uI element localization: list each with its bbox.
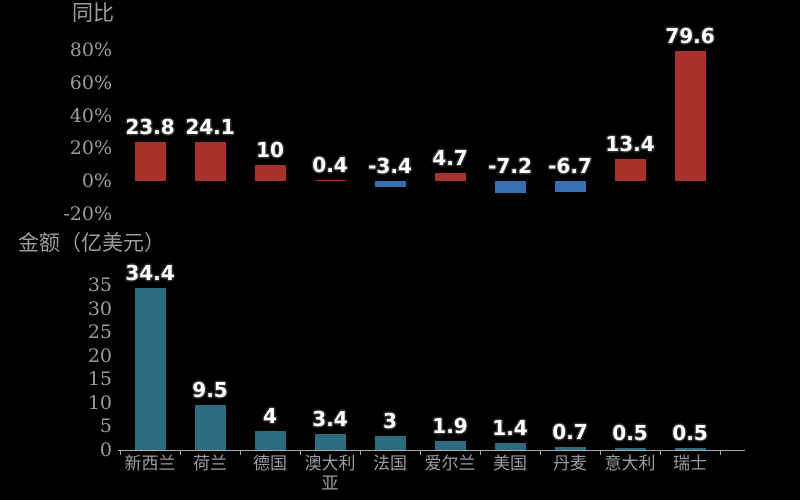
- x-axis-tick: [480, 450, 481, 455]
- value-label: 10: [256, 137, 284, 162]
- y-tick-label: -20%: [63, 202, 112, 225]
- bar: [555, 446, 586, 450]
- x-axis-line: [118, 450, 745, 451]
- category-label: 德国: [253, 454, 287, 474]
- value-label: -7.2: [488, 154, 532, 178]
- x-axis-tick: [240, 450, 241, 455]
- y-tick-label: 5: [99, 415, 112, 438]
- bar: [675, 447, 706, 450]
- y-tick-label: 30: [87, 297, 112, 320]
- y-tick-label: 0: [99, 439, 112, 461]
- bar: [375, 181, 406, 187]
- value-label: 23.8: [125, 115, 175, 140]
- category-label: 美国: [493, 454, 527, 474]
- y-tick-label: 20%: [69, 137, 112, 160]
- amount-chart-title: 金额（亿美元）: [18, 231, 165, 255]
- value-label: 3.4: [312, 406, 348, 431]
- value-label: 1.4: [492, 416, 528, 441]
- bar: [675, 50, 706, 181]
- category-label: 爱尔兰: [424, 454, 476, 474]
- value-label: 1.9: [432, 414, 468, 439]
- value-label: 0.5: [612, 420, 648, 445]
- x-axis-tick: [540, 450, 541, 455]
- category-label: 澳大利亚: [304, 454, 356, 494]
- bar: [255, 431, 286, 450]
- x-axis-tick: [300, 450, 301, 455]
- bar: [435, 441, 466, 450]
- bar: [195, 141, 226, 181]
- value-label: 4.7: [432, 146, 468, 171]
- value-label: 34.4: [125, 260, 175, 285]
- x-axis-tick: [120, 450, 121, 455]
- value-label: -6.7: [548, 154, 592, 178]
- y-tick-label: 15: [87, 368, 112, 391]
- bar: [195, 405, 226, 450]
- value-label: 0.4: [312, 153, 348, 177]
- y-tick-label: 10: [87, 391, 112, 414]
- bar: [135, 142, 166, 181]
- value-label: 0.5: [672, 420, 708, 445]
- yoy-chart-title: 同比: [72, 1, 114, 25]
- value-label: 24.1: [185, 114, 235, 139]
- y-tick-label: 40%: [69, 104, 112, 127]
- value-label: 13.4: [605, 132, 655, 157]
- value-label: 0.7: [552, 419, 588, 444]
- x-axis-tick: [420, 450, 421, 455]
- bar: [615, 159, 646, 181]
- x-axis-tick: [600, 450, 601, 455]
- bar: [435, 173, 466, 181]
- bar: [135, 287, 166, 450]
- y-tick-label: 25: [87, 321, 112, 344]
- value-label: 9.5: [192, 378, 228, 403]
- y-tick-label: 20: [87, 344, 112, 367]
- category-label: 法国: [373, 454, 407, 474]
- value-label: 79.6: [665, 23, 715, 48]
- y-tick-label: 35: [87, 274, 112, 296]
- category-label: 新西兰: [124, 454, 176, 474]
- category-label: 瑞士: [673, 454, 707, 474]
- x-axis-tick: [360, 450, 361, 455]
- x-axis-tick: [720, 450, 721, 455]
- bar: [495, 181, 526, 193]
- bar: [615, 447, 646, 450]
- y-tick-label: 60%: [69, 71, 112, 94]
- y-tick-label: 80%: [69, 39, 112, 61]
- y-tick-label: 0%: [81, 170, 112, 192]
- bar: [255, 164, 286, 181]
- category-label: 意大利: [604, 454, 656, 474]
- x-axis-tick: [180, 450, 181, 455]
- category-label: 丹麦: [553, 454, 587, 474]
- bar: [495, 443, 526, 450]
- value-label: 3: [383, 408, 397, 433]
- value-label: -3.4: [368, 154, 412, 178]
- bar: [315, 180, 346, 181]
- value-label: 4: [263, 404, 277, 429]
- bar: [375, 435, 406, 450]
- bar: [315, 433, 346, 450]
- bar: [555, 181, 586, 192]
- x-axis-tick: [660, 450, 661, 455]
- category-label: 荷兰: [193, 454, 227, 474]
